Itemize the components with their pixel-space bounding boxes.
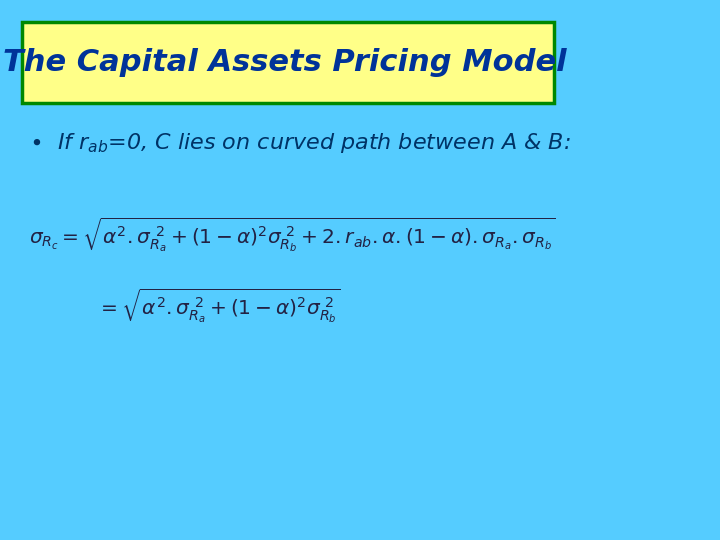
Text: $\sigma_{R_c} = \sqrt{\alpha^2 . \sigma_{R_a}^{\ 2} + (1-\alpha)^2 \sigma_{R_b}^: $\sigma_{R_c} = \sqrt{\alpha^2 . \sigma_… [29,215,556,254]
Text: $= \sqrt{\alpha^2 . \sigma_{R_a}^{\ 2} + (1-\alpha)^2 \sigma_{R_b}^{\ 2}}$: $= \sqrt{\alpha^2 . \sigma_{R_a}^{\ 2} +… [97,286,341,325]
Text: $\bullet$  If $r_{ab}$=0, $C$ lies on curved path between A & B:: $\bullet$ If $r_{ab}$=0, $C$ lies on cur… [29,131,571,155]
Text: The Capital Assets Pricing Model: The Capital Assets Pricing Model [3,48,566,77]
FancyBboxPatch shape [22,22,554,103]
